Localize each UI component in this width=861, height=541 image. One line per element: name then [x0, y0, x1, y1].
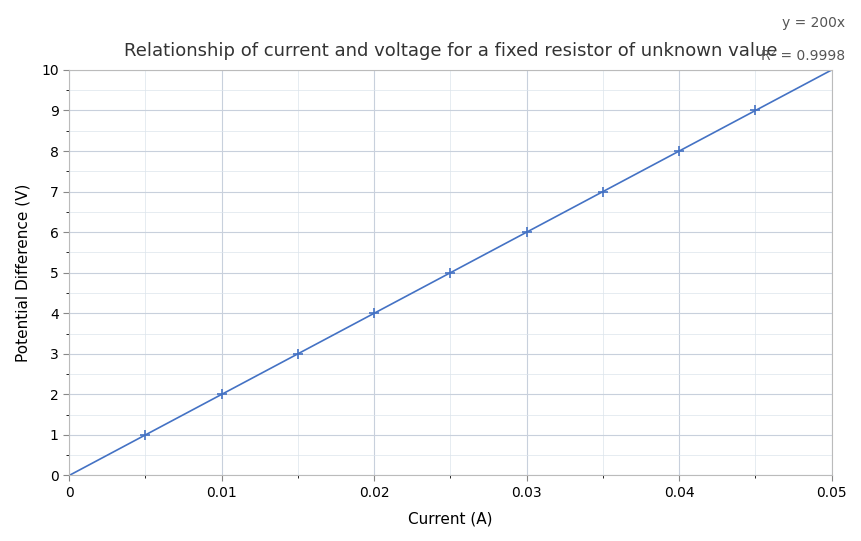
X-axis label: Current (A): Current (A) [408, 511, 492, 526]
Title: Relationship of current and voltage for a fixed resistor of unknown value: Relationship of current and voltage for … [123, 42, 777, 60]
Text: y = 200x: y = 200x [781, 16, 844, 30]
Y-axis label: Potential Difference (V): Potential Difference (V) [15, 183, 30, 362]
Text: R² = 0.9998: R² = 0.9998 [759, 49, 844, 63]
